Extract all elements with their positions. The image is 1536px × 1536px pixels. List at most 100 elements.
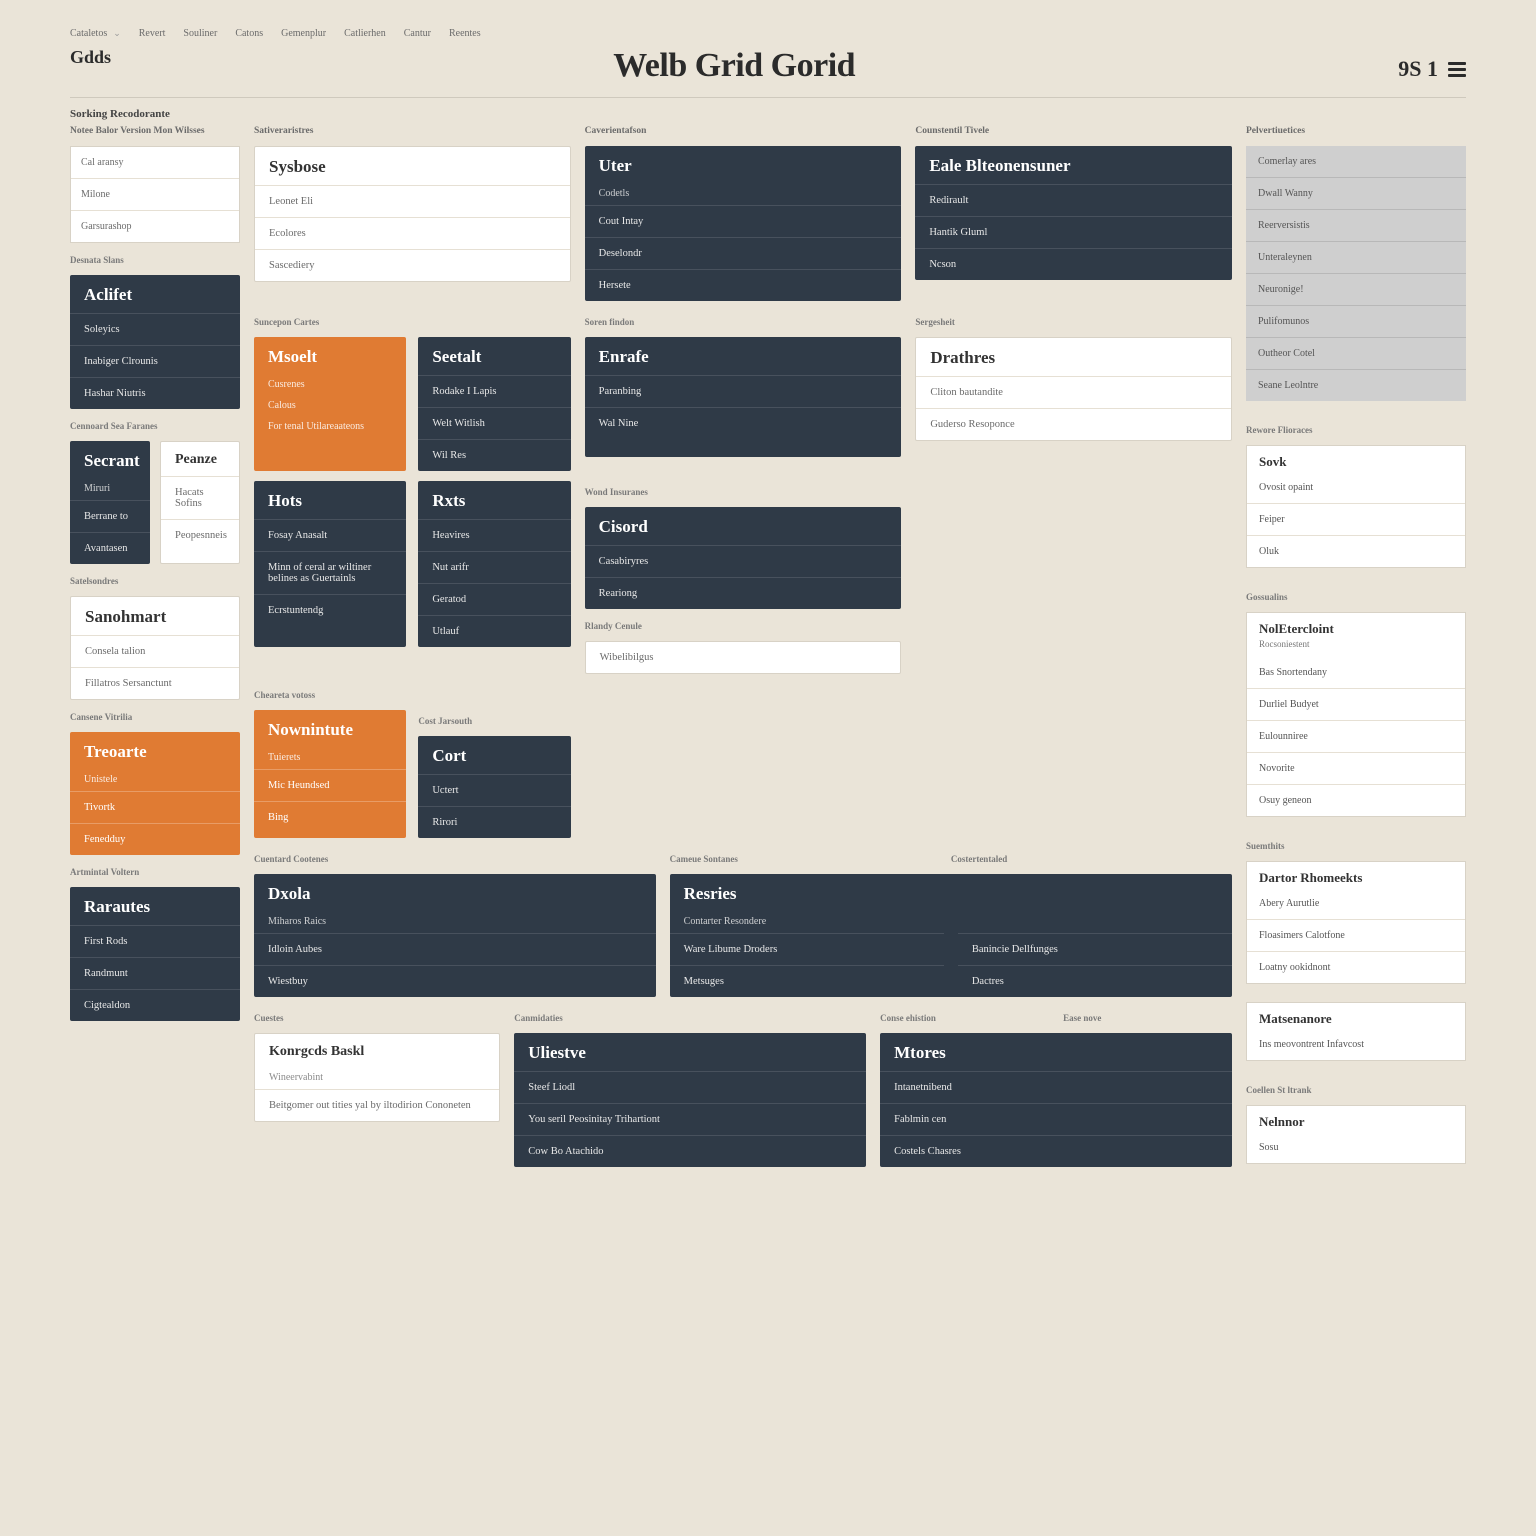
- card-line[interactable]: Geratod: [418, 583, 570, 615]
- card-cort[interactable]: Cort Uctert Rirori: [418, 736, 570, 838]
- panel-row[interactable]: Neuronige!: [1246, 274, 1466, 306]
- card-line[interactable]: For tenal Utilareaateons: [254, 417, 406, 438]
- card-line[interactable]: Wibelibilgus: [586, 642, 901, 673]
- card-line[interactable]: Wil Res: [418, 439, 570, 471]
- card-line[interactable]: Tuierets: [254, 748, 406, 769]
- card-line[interactable]: Cigtealdon: [70, 989, 240, 1021]
- card-line[interactable]: Peopesnneis: [161, 519, 239, 551]
- card-line[interactable]: Deselondr: [585, 237, 902, 269]
- card-line[interactable]: Cusrenes: [254, 375, 406, 396]
- nav-item-7[interactable]: Reentes: [449, 28, 481, 39]
- card-line[interactable]: Fablmin cen: [880, 1103, 1232, 1135]
- card-line[interactable]: Steef Liodl: [514, 1071, 866, 1103]
- nav-item-4[interactable]: Gemenplur: [281, 28, 326, 39]
- card-resries[interactable]: Resries Contarter Resondere Ware Libume …: [670, 874, 1232, 997]
- card-line[interactable]: Wiestbuy: [254, 965, 656, 997]
- card-line[interactable]: Heavires: [418, 519, 570, 551]
- card-line[interactable]: Hacats Sofins: [161, 476, 239, 519]
- menu-icon[interactable]: [1448, 62, 1466, 77]
- card-line[interactable]: Soleyics: [70, 313, 240, 345]
- card-line[interactable]: Fenedduy: [70, 823, 240, 855]
- panel-row[interactable]: Abery Aurutlie: [1247, 888, 1465, 920]
- card-line[interactable]: Idloin Aubes: [254, 933, 656, 965]
- card-line[interactable]: Utlauf: [418, 615, 570, 647]
- nav-item-1[interactable]: Revert: [139, 28, 166, 39]
- nav-item-6[interactable]: Cantur: [404, 28, 431, 39]
- card-line[interactable]: Cout Intay: [585, 205, 902, 237]
- card-line[interactable]: Berrane to: [70, 500, 150, 532]
- panel-row[interactable]: Ins meovontrent Infavcost: [1247, 1029, 1465, 1060]
- card-line[interactable]: Welt Witlish: [418, 407, 570, 439]
- card-rarokes[interactable]: Rarautes First Rods Randmunt Cigtealdon: [70, 887, 240, 1021]
- card-line[interactable]: You seril Peosinitay Trihartiont: [514, 1103, 866, 1135]
- card-seetalt[interactable]: Seetalt Rodake I Lapis Welt Witlish Wil …: [418, 337, 570, 471]
- side-list-row[interactable]: Cal aransy: [71, 147, 239, 179]
- panel-row[interactable]: Bas Snortendany: [1247, 657, 1465, 689]
- card-line[interactable]: Reariong: [585, 577, 902, 609]
- card-line[interactable]: Ncson: [915, 248, 1232, 280]
- card-line[interactable]: Minn of ceral ar wiltiner belines as Gue…: [254, 551, 406, 594]
- card-line[interactable]: Bing: [254, 801, 406, 833]
- panel-row[interactable]: Comerlay ares: [1246, 146, 1466, 178]
- card-line[interactable]: Ware Libume Droders: [670, 933, 944, 965]
- nav-item-0[interactable]: Cataletos: [70, 28, 107, 39]
- card-rxts[interactable]: Rxts Heavires Nut arifr Geratod Utlauf: [418, 481, 570, 647]
- panel-row[interactable]: Unteraleynen: [1246, 242, 1466, 274]
- card-line[interactable]: Nut arifr: [418, 551, 570, 583]
- panel-row[interactable]: Osuy geneon: [1247, 785, 1465, 816]
- side-list-row[interactable]: Milone: [71, 179, 239, 211]
- card-cisord[interactable]: Cisord Casabiryres Reariong: [585, 507, 902, 609]
- card-line[interactable]: Randmunt: [70, 957, 240, 989]
- card-line[interactable]: Ecrstuntendg: [254, 594, 406, 626]
- card-line[interactable]: Metsuges: [670, 965, 944, 997]
- card-witels[interactable]: Wibelibilgus: [585, 641, 902, 674]
- card-sanmart[interactable]: Sanohmart Consela talion Fillatros Sersa…: [70, 596, 240, 700]
- side-list-row[interactable]: Garsurashop: [71, 211, 239, 242]
- card-line[interactable]: First Rods: [70, 925, 240, 957]
- panel-row[interactable]: Ovosit opaint: [1247, 472, 1465, 504]
- panel-row[interactable]: Oluk: [1247, 536, 1465, 567]
- card-line[interactable]: Cow Bo Atachido: [514, 1135, 866, 1167]
- card-line[interactable]: Fillatros Sersanctunt: [71, 667, 239, 699]
- card-line[interactable]: Beitgomer out tities yal by iltodirion C…: [255, 1089, 499, 1121]
- card-line[interactable]: Fosay Anasalt: [254, 519, 406, 551]
- card-uiestve[interactable]: Uliestve Steef Liodl You seril Peosinita…: [514, 1033, 866, 1167]
- card-line[interactable]: Consela talion: [71, 635, 239, 667]
- card-enrafe[interactable]: Enrafe Paranbing Wal Nine: [585, 337, 902, 457]
- card-msolt[interactable]: Msoelt Cusrenes Calous For tenal Utilare…: [254, 337, 406, 471]
- card-line[interactable]: Costels Chasres: [880, 1135, 1232, 1167]
- card-line[interactable]: Rirori: [418, 806, 570, 838]
- card-secrant[interactable]: Secrant Miruri Berrane to Avantasen: [70, 441, 150, 564]
- panel-row[interactable]: Reerversistis: [1246, 210, 1466, 242]
- card-drathres[interactable]: Drathres Cliton bautandite Guderso Resop…: [915, 337, 1232, 441]
- card-dxola[interactable]: Dxola Miharos Raics Idloin Aubes Wiestbu…: [254, 874, 656, 997]
- panel-row[interactable]: Dwall Wanny: [1246, 178, 1466, 210]
- card-troarte[interactable]: Treoarte Unistele Tivortk Fenedduy: [70, 732, 240, 855]
- card-line[interactable]: Banincie Dellfunges: [958, 933, 1232, 965]
- panel-row[interactable]: Durliel Budyet: [1247, 689, 1465, 721]
- card-line[interactable]: Calous: [254, 396, 406, 417]
- card-line[interactable]: Casabiryres: [585, 545, 902, 577]
- card-line[interactable]: Wal Nine: [585, 407, 902, 439]
- card-line[interactable]: Ecolores: [255, 217, 570, 249]
- card-novnintute[interactable]: Nownintute Tuierets Mic Heundsed Bing: [254, 710, 406, 838]
- card-line[interactable]: Sascediery: [255, 249, 570, 281]
- card-line[interactable]: Mic Heundsed: [254, 769, 406, 801]
- card-line[interactable]: Hashar Niutris: [70, 377, 240, 409]
- panel-row[interactable]: Sosu: [1247, 1132, 1465, 1163]
- card-aclifet[interactable]: Aclifet Soleyics Inabiger Clrounis Hasha…: [70, 275, 240, 409]
- panel-row[interactable]: Seane Leolntre: [1246, 370, 1466, 401]
- card-line[interactable]: Intanetnibend: [880, 1071, 1232, 1103]
- nav-item-3[interactable]: Catons: [235, 28, 263, 39]
- panel-row[interactable]: Feiper: [1247, 504, 1465, 536]
- card-eale[interactable]: Eale Blteonensuner Redirault Hantik Glum…: [915, 146, 1232, 280]
- card-line[interactable]: Hantik Gluml: [915, 216, 1232, 248]
- nav-item-2[interactable]: Souliner: [183, 28, 217, 39]
- card-pearize[interactable]: Peanze Hacats Sofins Peopesnneis: [160, 441, 240, 564]
- card-sysbose[interactable]: Sysbose Leonet Eli Ecolores Sascediery: [254, 146, 571, 282]
- card-line[interactable]: Paranbing: [585, 375, 902, 407]
- card-uter[interactable]: Uter Codetls Cout Intay Deselondr Herset…: [585, 146, 902, 301]
- card-line[interactable]: Avantasen: [70, 532, 150, 564]
- card-hots[interactable]: Hots Fosay Anasalt Minn of ceral ar wilt…: [254, 481, 406, 647]
- card-line[interactable]: Redirault: [915, 184, 1232, 216]
